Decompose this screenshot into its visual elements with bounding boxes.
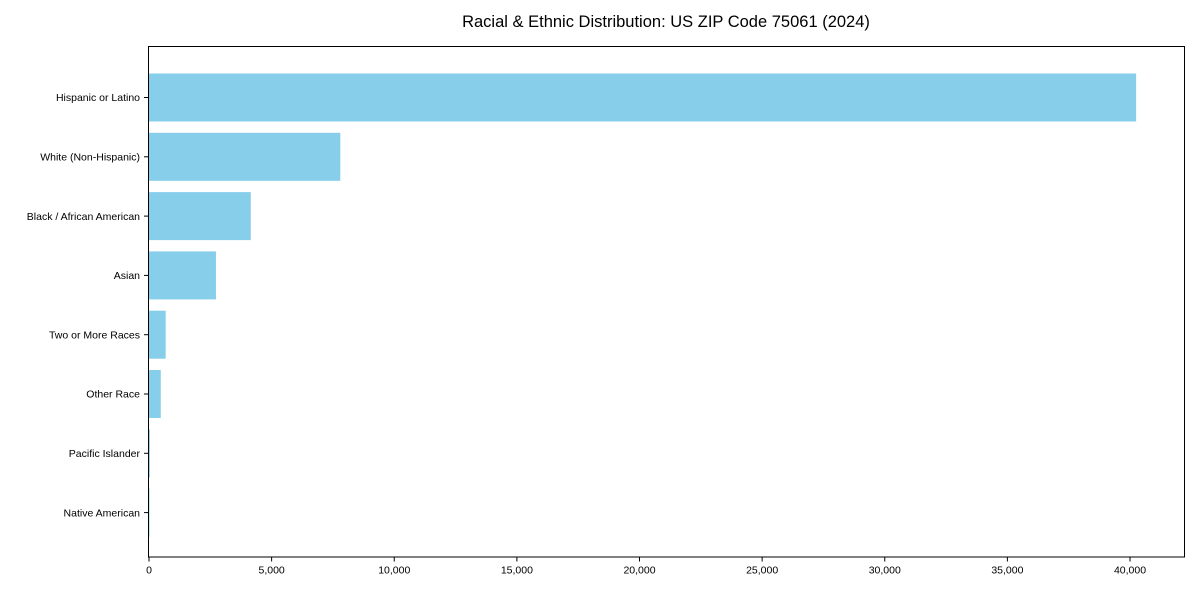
bar-5 (149, 370, 161, 418)
x-tick-label-4: 20,000 (623, 565, 655, 577)
x-tick-label-6: 30,000 (869, 565, 901, 577)
bar-2 (149, 192, 251, 241)
plot-border (148, 46, 1185, 558)
y-tick-label-4: Two or More Races (49, 329, 140, 341)
bar-1 (149, 132, 341, 181)
x-tick-label-7: 35,000 (991, 565, 1023, 577)
y-tick-label-7: Native American (64, 507, 141, 519)
y-tick-label-5: Other Race (86, 389, 140, 401)
x-tick-label-1: 5,000 (258, 565, 284, 577)
x-tick-label-5: 25,000 (746, 565, 778, 577)
x-tick-label-3: 15,000 (501, 565, 533, 577)
bar-3 (149, 251, 216, 300)
bar-4 (149, 310, 166, 359)
y-tick-label-2: Black / African American (27, 211, 140, 223)
bar-6 (149, 429, 150, 478)
y-tick-label-0: Hispanic or Latino (56, 92, 140, 104)
chart-title: Racial & Ethnic Distribution: US ZIP Cod… (462, 13, 870, 31)
bar-0 (149, 73, 1137, 122)
x-tick-label-2: 10,000 (378, 565, 410, 577)
y-tick-label-6: Pacific Islander (69, 448, 141, 460)
x-tick-label-8: 40,000 (1114, 565, 1146, 577)
x-tick-label-0: 0 (146, 565, 152, 577)
y-tick-label-1: White (Non-Hispanic) (40, 151, 140, 163)
y-tick-label-3: Asian (114, 270, 140, 282)
